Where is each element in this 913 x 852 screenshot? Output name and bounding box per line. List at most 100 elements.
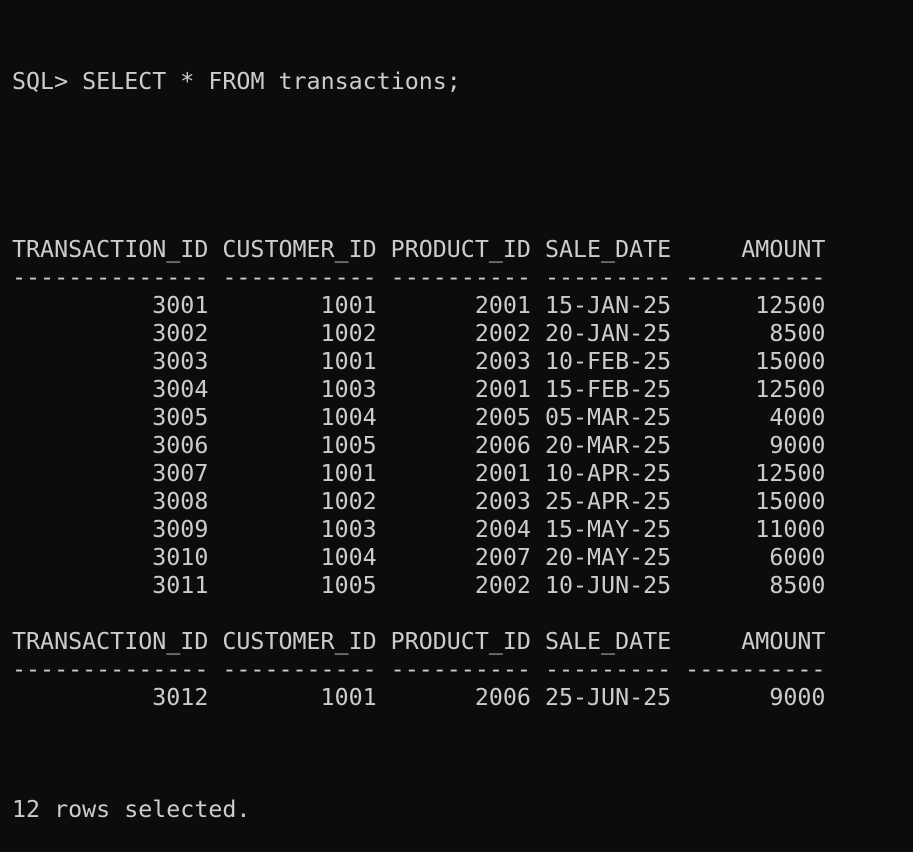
cell-customer-id: 1003 bbox=[320, 376, 377, 403]
table-row: 3009 1003 2004 15-MAY-25 11000 bbox=[12, 516, 907, 544]
cell-customer-id: 1002 bbox=[320, 320, 377, 347]
cell-amount: 12500 bbox=[755, 376, 826, 403]
cell-sale-date: 20-MAR-25 bbox=[544, 432, 672, 459]
separator-sale-date: --------- bbox=[544, 264, 672, 291]
column-header-transaction-id: TRANSACTION_ID bbox=[12, 628, 209, 655]
cell-amount: 9000 bbox=[769, 432, 826, 459]
table-row: 3005 1004 2005 05-MAR-25 4000 bbox=[12, 404, 907, 432]
column-header-row: TRANSACTION_ID CUSTOMER_ID PRODUCT_ID SALE_… bbox=[12, 628, 907, 656]
table-row: 3011 1005 2002 10-JUN-25 8500 bbox=[12, 572, 907, 600]
cell-product-id: 2002 bbox=[474, 320, 531, 347]
cell-sale-date: 20-JAN-25 bbox=[544, 320, 672, 347]
cell-transaction-id: 3007 bbox=[152, 460, 209, 487]
separator-product-id: ---------- bbox=[390, 656, 531, 683]
cell-transaction-id: 3004 bbox=[152, 376, 209, 403]
cell-customer-id: 1001 bbox=[320, 292, 377, 319]
cell-amount: 9000 bbox=[769, 684, 826, 711]
separator-transaction-id: -------------- bbox=[12, 656, 209, 683]
table-row: 3003 1001 2003 10-FEB-25 15000 bbox=[12, 348, 907, 376]
cell-transaction-id: 3001 bbox=[152, 292, 209, 319]
cell-sale-date: 10-APR-25 bbox=[544, 460, 672, 487]
cell-sale-date: 05-MAR-25 bbox=[544, 404, 672, 431]
separator-transaction-id: -------------- bbox=[12, 264, 209, 291]
cell-transaction-id: 3009 bbox=[152, 516, 209, 543]
separator-customer-id: ----------- bbox=[222, 656, 377, 683]
cell-amount: 15000 bbox=[755, 348, 826, 375]
cell-customer-id: 1003 bbox=[320, 516, 377, 543]
cell-amount: 12500 bbox=[755, 460, 826, 487]
separator-amount: ---------- bbox=[685, 264, 826, 291]
cell-sale-date: 10-JUN-25 bbox=[544, 572, 672, 599]
cell-customer-id: 1001 bbox=[320, 348, 377, 375]
cell-transaction-id: 3006 bbox=[152, 432, 209, 459]
result-page: TRANSACTION_ID CUSTOMER_ID PRODUCT_ID SALE_… bbox=[12, 628, 907, 740]
cell-product-id: 2005 bbox=[474, 404, 531, 431]
cell-product-id: 2003 bbox=[474, 488, 531, 515]
rows-selected-message: 12 rows selected. bbox=[12, 796, 251, 823]
column-header-sale-date: SALE_DATE bbox=[544, 236, 672, 263]
cell-amount: 4000 bbox=[769, 404, 826, 431]
cell-product-id: 2001 bbox=[474, 460, 531, 487]
separator-amount: ---------- bbox=[685, 656, 826, 683]
column-header-transaction-id: TRANSACTION_ID bbox=[12, 236, 209, 263]
cell-product-id: 2006 bbox=[474, 432, 531, 459]
cell-amount: 15000 bbox=[755, 488, 826, 515]
blank-line bbox=[12, 600, 907, 628]
separator-row: -------------- ----------- ---------- -----… bbox=[12, 264, 907, 292]
separator-product-id: ---------- bbox=[390, 264, 531, 291]
cell-customer-id: 1004 bbox=[320, 404, 377, 431]
cell-sale-date: 20-MAY-25 bbox=[544, 544, 672, 571]
cell-transaction-id: 3008 bbox=[152, 488, 209, 515]
table-row: 3010 1004 2007 20-MAY-25 6000 bbox=[12, 544, 907, 572]
cell-sale-date: 25-JUN-25 bbox=[544, 684, 672, 711]
cell-customer-id: 1001 bbox=[320, 684, 377, 711]
separator-customer-id: ----------- bbox=[222, 264, 377, 291]
cell-sale-date: 10-FEB-25 bbox=[544, 348, 672, 375]
cell-customer-id: 1005 bbox=[320, 432, 377, 459]
cell-product-id: 2007 bbox=[474, 544, 531, 571]
column-header-product-id: PRODUCT_ID bbox=[390, 236, 531, 263]
query-result: TRANSACTION_ID CUSTOMER_ID PRODUCT_ID SALE_… bbox=[12, 236, 907, 740]
cell-product-id: 2004 bbox=[474, 516, 531, 543]
cell-transaction-id: 3002 bbox=[152, 320, 209, 347]
cell-amount: 6000 bbox=[769, 544, 826, 571]
terminal-output[interactable]: SQL> SELECT * FROM transactions; TRANSAC… bbox=[12, 12, 907, 823]
column-header-amount: AMOUNT bbox=[741, 628, 826, 655]
blank-line bbox=[12, 712, 907, 740]
cell-customer-id: 1004 bbox=[320, 544, 377, 571]
cell-transaction-id: 3005 bbox=[152, 404, 209, 431]
cell-transaction-id: 3010 bbox=[152, 544, 209, 571]
column-header-customer-id: CUSTOMER_ID bbox=[222, 628, 377, 655]
cell-product-id: 2001 bbox=[474, 376, 531, 403]
cell-customer-id: 1002 bbox=[320, 488, 377, 515]
result-page: TRANSACTION_ID CUSTOMER_ID PRODUCT_ID SALE_… bbox=[12, 236, 907, 628]
separator-sale-date: --------- bbox=[544, 656, 672, 683]
table-row: 3001 1001 2001 15-JAN-25 12500 bbox=[12, 292, 907, 320]
cell-product-id: 2003 bbox=[474, 348, 531, 375]
column-header-row: TRANSACTION_ID CUSTOMER_ID PRODUCT_ID SALE_… bbox=[12, 236, 907, 264]
column-header-amount: AMOUNT bbox=[741, 236, 826, 263]
table-row: 3002 1002 2002 20-JAN-25 8500 bbox=[12, 320, 907, 348]
cell-amount: 11000 bbox=[755, 516, 826, 543]
table-row: 3008 1002 2003 25-APR-25 15000 bbox=[12, 488, 907, 516]
table-row: 3007 1001 2001 10-APR-25 12500 bbox=[12, 460, 907, 488]
cell-product-id: 2006 bbox=[474, 684, 531, 711]
column-header-customer-id: CUSTOMER_ID bbox=[222, 236, 377, 263]
separator-row: -------------- ----------- ---------- -----… bbox=[12, 656, 907, 684]
cell-sale-date: 15-JAN-25 bbox=[544, 292, 672, 319]
cell-product-id: 2001 bbox=[474, 292, 531, 319]
cell-amount: 8500 bbox=[769, 320, 826, 347]
cell-amount: 12500 bbox=[755, 292, 826, 319]
cell-sale-date: 25-APR-25 bbox=[544, 488, 672, 515]
column-header-sale-date: SALE_DATE bbox=[544, 628, 672, 655]
table-row: 3006 1005 2006 20-MAR-25 9000 bbox=[12, 432, 907, 460]
cell-customer-id: 1001 bbox=[320, 460, 377, 487]
cell-sale-date: 15-FEB-25 bbox=[544, 376, 672, 403]
cell-customer-id: 1005 bbox=[320, 572, 377, 599]
cell-amount: 8500 bbox=[769, 572, 826, 599]
table-row: 3004 1003 2001 15-FEB-25 12500 bbox=[12, 376, 907, 404]
sql-prompt-line: SQL> SELECT * FROM transactions; bbox=[12, 68, 461, 95]
cell-transaction-id: 3003 bbox=[152, 348, 209, 375]
cell-transaction-id: 3011 bbox=[152, 572, 209, 599]
cell-transaction-id: 3012 bbox=[152, 684, 209, 711]
